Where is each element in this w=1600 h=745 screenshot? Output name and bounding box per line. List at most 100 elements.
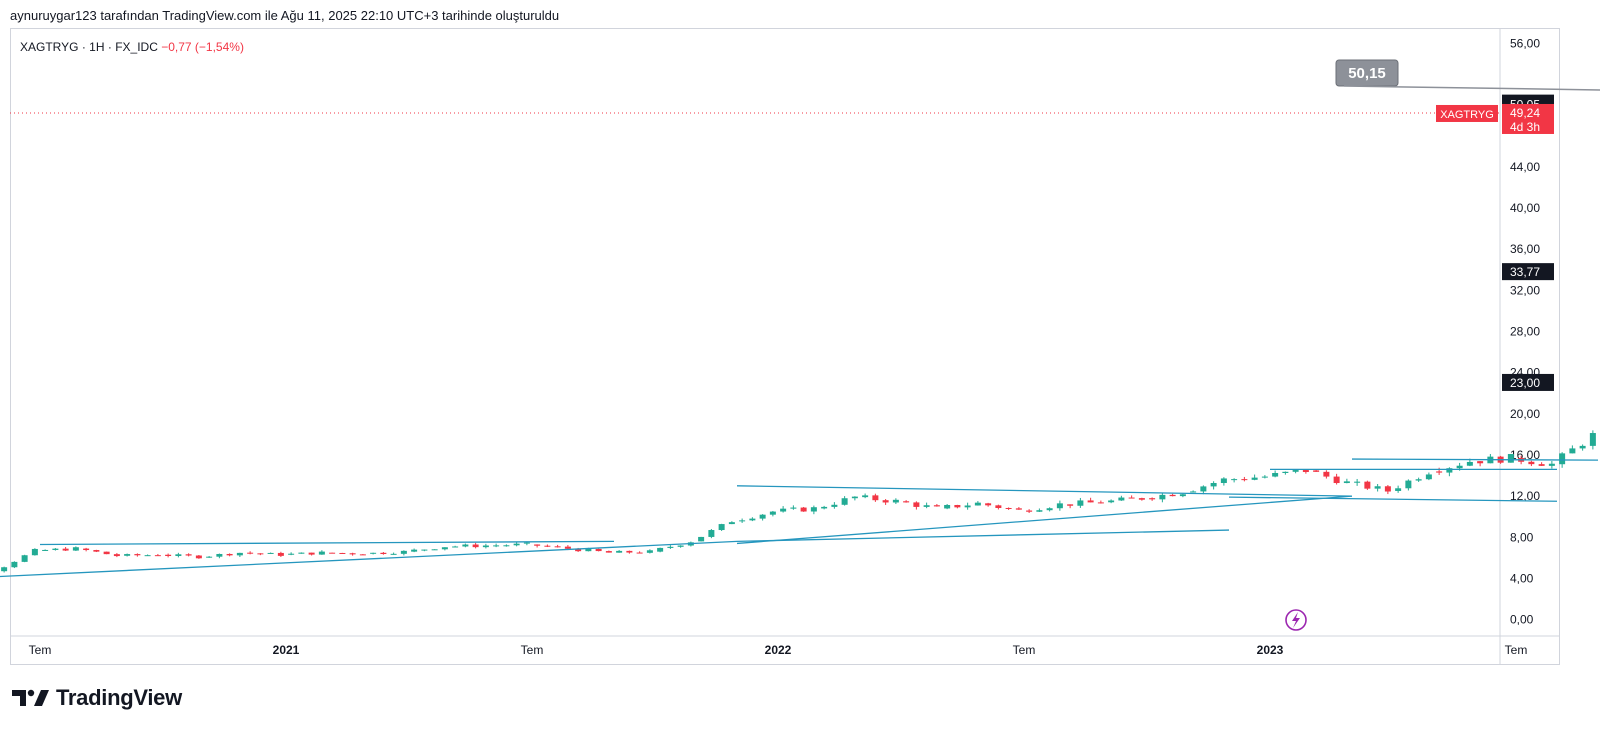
symbol-separator: · — [107, 40, 112, 54]
time-axis-tick: Tem — [29, 643, 52, 657]
trendline-drawing[interactable] — [736, 485, 1353, 497]
chart-frame[interactable] — [10, 28, 1560, 665]
candle-body — [831, 504, 838, 507]
candle-body — [1559, 453, 1566, 465]
candle-body — [1272, 472, 1279, 477]
lightning-icon[interactable] — [1285, 609, 1307, 631]
price-axis-tick: 32,00 — [1510, 283, 1540, 297]
candle-body — [1548, 463, 1555, 466]
candle-body — [1077, 500, 1084, 506]
candle-body — [1477, 461, 1484, 464]
candle-body — [759, 514, 766, 519]
candle-body — [1200, 486, 1207, 492]
candle-body — [1118, 497, 1125, 501]
candle-body — [308, 552, 315, 555]
candle-body — [1108, 500, 1115, 503]
candle-body — [1, 567, 8, 572]
candle-body — [513, 543, 520, 546]
lightning-icon-bolt — [1292, 612, 1300, 628]
candle-body — [1128, 497, 1135, 499]
price-chart[interactable]: 0,004,008,0012,0016,0020,0024,0028,0032,… — [0, 0, 1600, 680]
candle-body — [1538, 464, 1545, 466]
candle-body — [1374, 486, 1381, 489]
candle-body — [1169, 494, 1176, 497]
candle-body — [1190, 491, 1197, 493]
candle-body — [503, 545, 510, 547]
candle-body — [534, 544, 541, 546]
price-axis-tick: 12,00 — [1510, 489, 1540, 503]
trendline-drawing[interactable] — [1351, 458, 1599, 461]
candle-body — [390, 553, 397, 555]
price-axis-tick: 8,00 — [1510, 530, 1534, 544]
candle-body — [1179, 494, 1186, 497]
candle-body — [1405, 480, 1412, 489]
candle-body — [1036, 510, 1043, 512]
candle-body — [821, 506, 828, 509]
candle-body — [554, 546, 561, 548]
candle-body — [165, 554, 172, 557]
chart-attribution: aynuruygar123 tarafından TradingView.com… — [10, 8, 560, 23]
time-axis-tick: Tem — [1505, 643, 1528, 657]
candle-body — [882, 500, 889, 503]
candle-body — [841, 498, 848, 505]
price-callout-pointer — [1343, 85, 1600, 91]
candle-body — [667, 546, 674, 548]
symbol-price-tag — [1436, 104, 1498, 122]
candle-body — [411, 549, 418, 552]
price-axis-tick: 56,00 — [1510, 36, 1540, 50]
trendline-drawing[interactable] — [1228, 496, 1558, 502]
candle-body — [144, 555, 151, 557]
candle-body — [441, 547, 448, 550]
symbol-interval[interactable]: 1H — [89, 40, 105, 54]
candle-body — [1579, 445, 1586, 449]
price-axis-label — [1502, 263, 1554, 281]
candle-body — [431, 549, 438, 551]
candle-body — [1220, 478, 1227, 484]
candle-body — [493, 545, 500, 547]
candle-body — [359, 554, 366, 556]
price-axis-label — [1502, 373, 1554, 391]
price-axis-tick: 44,00 — [1510, 160, 1540, 174]
trendline-drawing[interactable] — [0, 540, 738, 580]
candle-body — [21, 555, 28, 562]
candle-body — [1456, 465, 1463, 469]
candle-body — [42, 549, 49, 551]
candle-body — [964, 505, 971, 508]
candle-body — [482, 545, 489, 548]
candle-body — [226, 553, 233, 556]
candle-body — [257, 553, 264, 555]
candle-body — [1384, 486, 1391, 492]
candle-body — [933, 505, 940, 507]
candle-body — [1364, 481, 1371, 489]
trendline-drawing[interactable] — [39, 540, 615, 546]
tradingview-logo[interactable]: TradingView — [12, 685, 182, 711]
candle-body — [1261, 476, 1268, 478]
time-axis-tick: Tem — [521, 643, 544, 657]
candle-body — [83, 548, 90, 551]
candle-body — [318, 551, 325, 555]
candle-body — [718, 524, 725, 531]
symbol-separator: · — [81, 40, 86, 54]
candle-body — [247, 552, 254, 554]
candle-body — [585, 548, 592, 552]
price-callout-label: 50,15 — [1348, 65, 1386, 82]
candle-body — [1097, 502, 1104, 504]
trendline-drawing[interactable] — [736, 529, 1230, 543]
candle-body — [195, 555, 202, 559]
candle-body — [11, 561, 18, 568]
candle-body — [1159, 494, 1166, 500]
candle-body — [698, 536, 705, 542]
candle-body — [1026, 510, 1033, 512]
price-axis-tick: 0,00 — [1510, 613, 1534, 627]
candle-body — [267, 552, 274, 554]
time-axis-tick: 2023 — [1257, 643, 1284, 657]
candle-body — [1087, 500, 1094, 503]
price-axis-tick: 16,00 — [1510, 448, 1540, 462]
price-axis-tick: 40,00 — [1510, 201, 1540, 215]
candle-body — [103, 551, 110, 555]
candle-body — [790, 507, 797, 509]
trendline-drawing[interactable] — [736, 495, 1353, 545]
candle-body — [1466, 461, 1473, 466]
candle-body — [636, 552, 643, 554]
candle-body — [564, 546, 571, 549]
